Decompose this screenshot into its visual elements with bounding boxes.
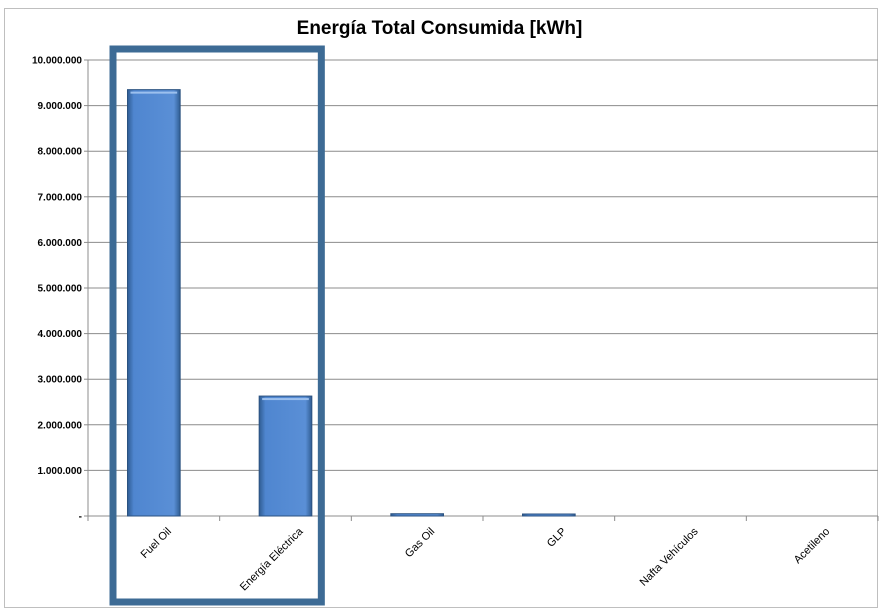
bar-highlight-edge (262, 398, 309, 401)
y-tick-label: 10.000.000 (32, 56, 82, 67)
bar (522, 513, 576, 517)
chart-title: Energía Total Consumida [kWh] (296, 18, 583, 39)
y-tick-label: 6.000.000 (38, 238, 83, 249)
bar (258, 395, 313, 517)
x-tick-label: Fuel Oil (139, 526, 174, 561)
x-tick-label: Nafta Vehículos (638, 525, 701, 588)
y-tick-label: 1.000.000 (38, 466, 83, 477)
y-tick-label: 9.000.000 (38, 101, 83, 112)
y-tick-label: 5.000.000 (38, 284, 83, 295)
x-tick-label: Acetileno (792, 526, 832, 566)
x-tick-label: Gas Oil (403, 526, 437, 560)
highlight-box (109, 45, 325, 606)
y-tick-label: - (79, 512, 82, 523)
x-tick-label: Energía Eléctrica (238, 525, 306, 593)
x-tick-label: GLP (545, 526, 569, 550)
y-tick-label: 8.000.000 (38, 147, 83, 158)
bar-highlight-edge (130, 91, 178, 94)
y-tick-label: 2.000.000 (38, 420, 83, 431)
bar (390, 513, 445, 517)
y-tick-label: 7.000.000 (38, 192, 83, 203)
y-tick-label: 4.000.000 (38, 329, 83, 340)
y-tick-label: 3.000.000 (38, 375, 83, 386)
bar (127, 89, 181, 517)
